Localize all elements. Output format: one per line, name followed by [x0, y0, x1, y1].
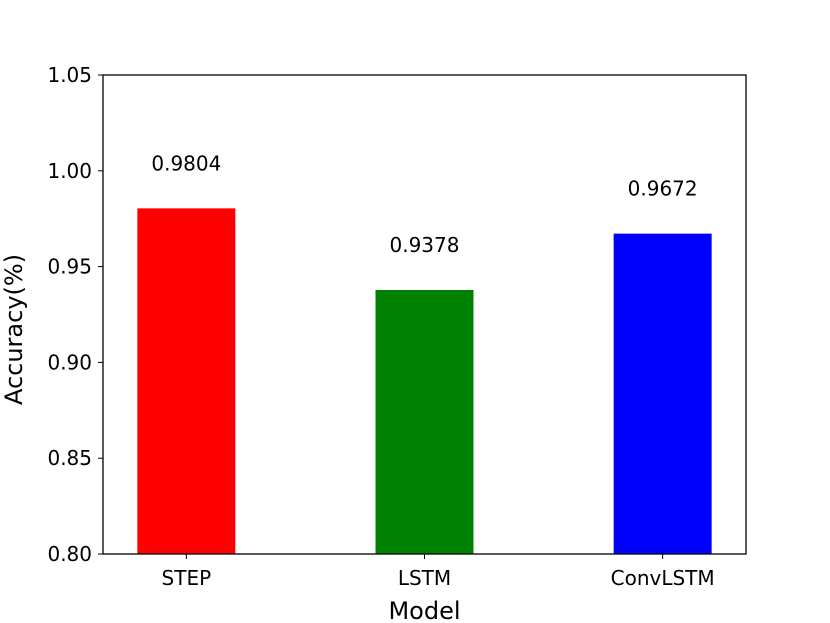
y-axis-title: Accuracy(%): [0, 254, 28, 405]
data-label-convlstm: 0.9672: [628, 177, 698, 201]
bar-lstm: [375, 289, 474, 554]
x-axis: STEP LSTM ConvLSTM: [162, 554, 715, 590]
bars-group: [137, 208, 712, 554]
plot-frame: [102, 74, 747, 555]
x-axis-title: Model: [388, 597, 460, 623]
y-axis: 0.80 0.85 0.90 0.95 1.00 1.05: [47, 63, 103, 566]
data-label-lstm: 0.9378: [390, 233, 460, 257]
bar-convlstm: [613, 233, 712, 554]
x-tick-label: STEP: [162, 566, 212, 590]
y-tick-label: 0.85: [47, 446, 92, 470]
bar-step: [137, 208, 236, 554]
x-tick-label: LSTM: [398, 566, 451, 590]
y-tick-label: 0.95: [47, 255, 92, 279]
y-tick-label: 1.05: [47, 63, 92, 87]
data-labels-group: 0.9804 0.9378 0.9672: [151, 151, 697, 257]
y-tick-label: 1.00: [47, 159, 92, 183]
data-label-step: 0.9804: [151, 151, 221, 175]
y-tick-label: 0.80: [47, 542, 92, 566]
x-tick-label: ConvLSTM: [611, 566, 715, 590]
y-tick-label: 0.90: [47, 350, 92, 374]
